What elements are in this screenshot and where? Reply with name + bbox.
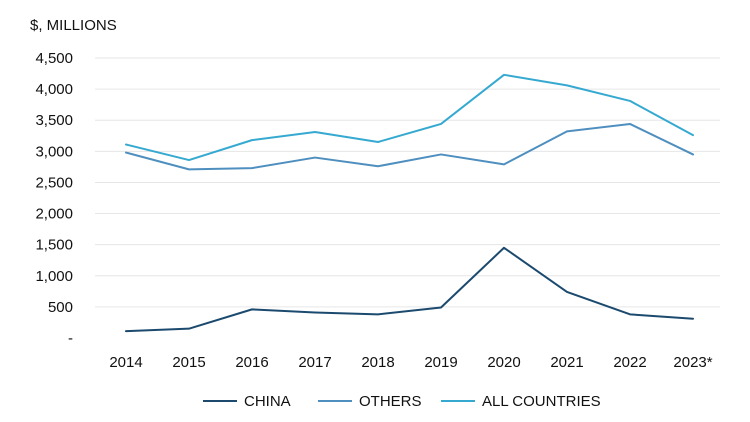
x-tick-label: 2021	[550, 354, 583, 371]
x-axis: 2014 2015 2016 2017 2018 2019 2020 2021 2022 2023…	[109, 354, 712, 371]
y-axis-unit-label: $, MILLIONS	[30, 17, 117, 34]
x-tick-label: 2014	[109, 354, 142, 371]
gridlines	[95, 57, 720, 308]
y-tick-label: 4,000	[35, 81, 73, 98]
y-tick-label: 500	[48, 299, 73, 316]
legend-label-china: CHINA	[244, 393, 291, 410]
x-tick-label: 2023*	[673, 354, 712, 371]
y-tick-label: 3,000	[35, 143, 73, 160]
series-line-others	[125, 122, 694, 171]
y-axis: $, MILLIONS - 500 1,000 1,500 2,000 2,500 3,00…	[30, 17, 117, 347]
x-tick-label: 2022	[613, 354, 646, 371]
series-line-all-countries	[125, 73, 694, 162]
y-tick-label: 4,500	[35, 50, 73, 67]
y-tick-label: 2,000	[35, 206, 73, 223]
legend: CHINA OTHERS ALL COUNTRIES	[203, 393, 601, 410]
y-tick-label: 1,500	[35, 237, 73, 254]
x-tick-label: 2019	[424, 354, 457, 371]
x-tick-label: 2017	[298, 354, 331, 371]
x-tick-label: 2020	[487, 354, 520, 371]
y-tick-label: 2,500	[35, 174, 73, 191]
x-tick-label: 2018	[361, 354, 394, 371]
x-tick-label: 2016	[235, 354, 268, 371]
series-lines	[125, 73, 694, 333]
series-line-china	[125, 246, 694, 333]
y-tick-label: 1,000	[35, 268, 73, 285]
y-tick-label: -	[68, 330, 73, 347]
legend-label-others: OTHERS	[359, 393, 422, 410]
y-tick-label: 3,500	[35, 112, 73, 129]
legend-label-all-countries: ALL COUNTRIES	[482, 393, 601, 410]
x-tick-label: 2015	[172, 354, 205, 371]
